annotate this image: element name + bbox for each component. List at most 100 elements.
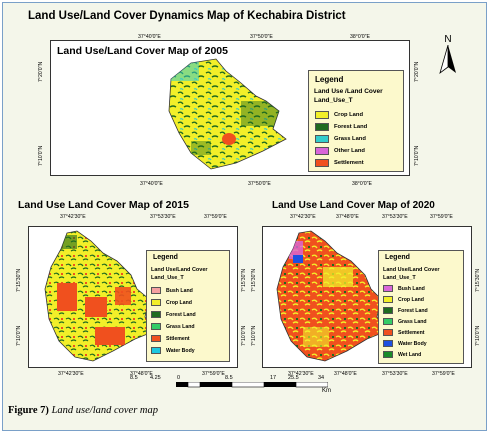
legend-item: Forest Land xyxy=(383,307,428,314)
map-2015-left-coord-2: 7°10'0"N xyxy=(16,325,22,346)
legend-item: Grass Land xyxy=(315,135,366,143)
legend-swatch xyxy=(151,323,161,330)
legend-label: Bush Land xyxy=(398,285,425,292)
legend-swatch xyxy=(151,335,161,342)
map-2005-area xyxy=(168,58,287,170)
figure-caption: Figure 7) Land use/land cover map xyxy=(8,405,158,416)
map-2015-top-coord-1: 37°42'30"E xyxy=(60,214,86,220)
map-2020-legend-title: Legend xyxy=(385,254,410,261)
legend-item: Bush Land xyxy=(383,285,425,292)
map-2015-right-coord-2: 7°10'0"N xyxy=(241,325,247,346)
map-2020-legend-subtitle-1: Land Use/Land Cover xyxy=(383,267,440,273)
legend-label: Other Land xyxy=(334,148,365,154)
map-2005-title: Land Use/Land Cover Map of 2005 xyxy=(57,45,228,57)
legend-item: Bush Land xyxy=(151,287,193,294)
map-2020-bottom-coord-1: 37°42'30"E xyxy=(288,371,314,377)
legend-swatch xyxy=(383,318,393,325)
legend-label: Wet Land xyxy=(398,351,422,358)
legend-label: Water Body xyxy=(166,347,195,354)
legend-label: Settlement xyxy=(334,160,364,166)
map-2005-right-coord-2: 7°10'0"N xyxy=(414,145,420,166)
map-2015-bottom-coord-3: 37°59'0"E xyxy=(202,371,225,377)
legend-item: Forest Land xyxy=(151,311,196,318)
map-2005-legend-title: Legend xyxy=(315,75,344,84)
legend-item: Wet Land xyxy=(383,351,421,358)
legend-label: Water Body xyxy=(398,340,427,347)
legend-label: Settlement xyxy=(398,329,425,336)
legend-swatch xyxy=(315,147,329,155)
legend-item: Sttlement xyxy=(151,335,190,342)
scale-label-1: 8.5 xyxy=(130,375,138,381)
map-2015-area xyxy=(44,230,156,362)
map-2005-right-coord-1: 7°20'0"N xyxy=(414,61,420,82)
scale-label-3: 0 xyxy=(177,375,181,381)
main-title: Land Use/Land Cover Dynamics Map of Kech… xyxy=(28,10,346,22)
legend-label: Forest Land xyxy=(166,311,196,318)
map-2015-legend-title: Legend xyxy=(153,254,178,261)
legend-swatch xyxy=(315,135,329,143)
legend-label: Grass Land xyxy=(166,323,195,330)
map-2020-legend-subtitle-2: Land_Use_T xyxy=(383,275,416,281)
map-2015-legend-subtitle-1: Land Use/Land Cover xyxy=(151,267,208,273)
legend-swatch xyxy=(315,111,329,119)
legend-swatch xyxy=(315,123,329,131)
legend-swatch xyxy=(383,340,393,347)
scale-label-2: 4.25 xyxy=(150,375,161,381)
legend-item: Crop Land xyxy=(383,296,424,303)
legend-label: Grass Land xyxy=(398,318,427,325)
scale-bar xyxy=(176,382,328,388)
scale-label-7: 34 xyxy=(318,375,325,381)
map-2015-bottom-coord-1: 37°42'30"E xyxy=(58,371,84,377)
legend-swatch xyxy=(383,329,393,336)
legend-item: Water Body xyxy=(383,340,427,347)
caption-label: Figure 7) xyxy=(8,405,49,416)
legend-swatch xyxy=(151,287,161,294)
legend-swatch xyxy=(383,285,393,292)
map-2020-right-coord-1: 7°15'30"N xyxy=(475,268,481,292)
map-2005-panel: Land Use/Land Cover Map of 2005 xyxy=(50,40,410,176)
map-2020-left-coord-2: 7°10'0"N xyxy=(251,325,257,346)
scale-label-6: 25.5 xyxy=(288,375,299,381)
north-arrow: N xyxy=(438,34,458,75)
legend-swatch xyxy=(151,311,161,318)
map-2015-right-coord-1: 7°15'30"N xyxy=(241,268,247,292)
map-2015-top-coord-3: 37°59'0"E xyxy=(204,214,227,220)
legend-label: Crop Land xyxy=(166,299,192,306)
north-arrow-icon xyxy=(439,45,456,75)
map-2005-top-coord-2: 37°50'0"E xyxy=(250,34,273,40)
legend-item: Water Body xyxy=(151,347,195,354)
map-2020-top-coord-1: 37°42'30"E xyxy=(290,214,316,220)
map-2020-top-coord-2: 37°48'0"E xyxy=(336,214,359,220)
legend-swatch xyxy=(151,347,161,354)
legend-item: Other Land xyxy=(315,147,365,155)
scale-label-4: 8.5 xyxy=(225,375,233,381)
map-2015-legend: Legend Land Use/Land Cover Land_Use_T Bu… xyxy=(146,250,230,362)
legend-swatch xyxy=(383,351,393,358)
legend-swatch xyxy=(315,159,329,167)
legend-item: Crop Land xyxy=(315,111,363,119)
map-2005-legend-subtitle-1: Land Use /Land Cover xyxy=(314,88,383,95)
map-2020-legend: Legend Land Use/Land Cover Land_Use_T Bu… xyxy=(378,250,464,364)
scale-label-5: 17 xyxy=(270,375,277,381)
caption-text: Land use/land cover map xyxy=(51,405,159,416)
map-2015-title: Land Use Land Cover Map of 2015 xyxy=(18,199,189,211)
legend-item: Grass Land xyxy=(151,323,195,330)
legend-label: Forest Land xyxy=(398,307,428,314)
legend-label: Crop Land xyxy=(334,112,363,118)
map-2005-top-coord-1: 37°40'0"E xyxy=(138,34,161,40)
map-2020-top-coord-3: 37°53'30"E xyxy=(382,214,408,220)
scale-unit: Km xyxy=(322,388,331,394)
legend-swatch xyxy=(151,299,161,306)
map-2005-left-coord-2: 7°10'0"N xyxy=(38,145,44,166)
map-2005-bottom-coord-1: 37°40'0"E xyxy=(140,181,163,187)
legend-item: Forest Land xyxy=(315,123,367,131)
legend-label: Bush Land xyxy=(166,287,193,294)
map-2020-bottom-coord-3: 37°53'30"E xyxy=(382,371,408,377)
map-2015-left-coord-1: 7°15'30"N xyxy=(16,268,22,292)
map-2020-right-coord-2: 7°10'0"N xyxy=(475,325,481,346)
legend-swatch xyxy=(383,296,393,303)
legend-label: Forest Land xyxy=(334,124,368,130)
legend-item: Settlement xyxy=(383,329,425,336)
map-2020-bottom-coord-4: 37°59'0"E xyxy=(432,371,455,377)
legend-item: Grass Land xyxy=(383,318,427,325)
